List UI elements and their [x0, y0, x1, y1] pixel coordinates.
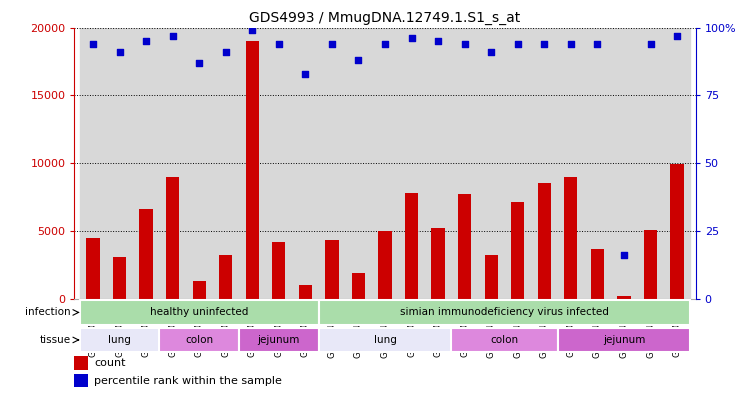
Point — [512, 40, 524, 47]
Point — [326, 40, 338, 47]
Bar — [458, 194, 471, 299]
Bar — [372, 28, 398, 299]
Text: simian immunodeficiency virus infected: simian immunodeficiency virus infected — [400, 307, 609, 318]
Bar — [670, 164, 684, 299]
Text: tissue: tissue — [39, 335, 71, 345]
Bar — [74, 356, 88, 369]
Bar — [484, 255, 498, 299]
Bar — [564, 177, 577, 299]
Text: lung: lung — [373, 335, 397, 345]
Text: colon: colon — [185, 335, 214, 345]
Bar — [452, 28, 478, 299]
Text: lung: lung — [108, 335, 131, 345]
Bar — [618, 296, 631, 299]
Bar — [272, 242, 286, 299]
Bar — [379, 231, 391, 299]
Bar — [219, 255, 232, 299]
Bar — [325, 241, 339, 299]
Point — [246, 27, 258, 33]
Point — [219, 49, 231, 55]
Bar — [86, 238, 100, 299]
Bar — [139, 209, 153, 299]
Bar — [166, 177, 179, 299]
Bar — [511, 202, 525, 299]
Point — [432, 38, 444, 44]
Bar — [106, 28, 133, 299]
Bar — [318, 28, 345, 299]
Point — [299, 70, 311, 77]
Point — [618, 252, 630, 259]
Point — [539, 40, 551, 47]
Bar — [213, 28, 239, 299]
Bar — [74, 374, 88, 387]
Bar — [584, 28, 611, 299]
Point — [193, 60, 205, 66]
Bar — [266, 28, 292, 299]
Point — [379, 40, 391, 47]
Bar — [538, 184, 551, 299]
Text: count: count — [94, 358, 126, 368]
Text: percentile rank within the sample: percentile rank within the sample — [94, 376, 282, 386]
Point — [671, 33, 683, 39]
Text: healthy uninfected: healthy uninfected — [150, 307, 248, 318]
Bar — [432, 228, 445, 299]
Bar — [80, 300, 318, 325]
Bar — [299, 285, 312, 299]
Bar — [246, 41, 259, 299]
Bar — [531, 28, 557, 299]
Text: infection: infection — [25, 307, 71, 318]
Point — [405, 35, 417, 42]
Bar — [637, 28, 664, 299]
Point — [459, 40, 471, 47]
Point — [644, 40, 656, 47]
Bar — [504, 28, 531, 299]
Bar — [345, 28, 372, 299]
Text: jejunum: jejunum — [257, 335, 300, 345]
Bar — [425, 28, 452, 299]
Bar — [644, 230, 657, 299]
Bar — [133, 28, 159, 299]
Bar — [113, 257, 126, 299]
Bar — [611, 28, 637, 299]
Bar — [239, 28, 266, 299]
Point — [273, 40, 285, 47]
Bar — [292, 28, 318, 299]
Point — [140, 38, 152, 44]
Bar — [405, 193, 418, 299]
Bar — [318, 328, 452, 352]
Bar — [352, 273, 365, 299]
Bar — [159, 28, 186, 299]
Bar — [557, 328, 690, 352]
Bar — [159, 328, 239, 352]
Text: colon: colon — [490, 335, 519, 345]
Bar — [186, 28, 213, 299]
Bar — [193, 281, 206, 299]
Point — [565, 40, 577, 47]
Bar — [664, 28, 690, 299]
Bar — [80, 328, 159, 352]
Title: GDS4993 / MmugDNA.12749.1.S1_s_at: GDS4993 / MmugDNA.12749.1.S1_s_at — [249, 11, 521, 25]
Point — [591, 40, 603, 47]
Text: jejunum: jejunum — [603, 335, 645, 345]
Bar — [452, 328, 557, 352]
Point — [485, 49, 497, 55]
Point — [114, 49, 126, 55]
Bar — [398, 28, 425, 299]
Point — [87, 40, 99, 47]
Bar — [239, 328, 318, 352]
Bar — [318, 300, 690, 325]
Bar — [478, 28, 504, 299]
Bar — [557, 28, 584, 299]
Bar — [80, 28, 106, 299]
Point — [167, 33, 179, 39]
Bar — [591, 248, 604, 299]
Point — [353, 57, 365, 63]
